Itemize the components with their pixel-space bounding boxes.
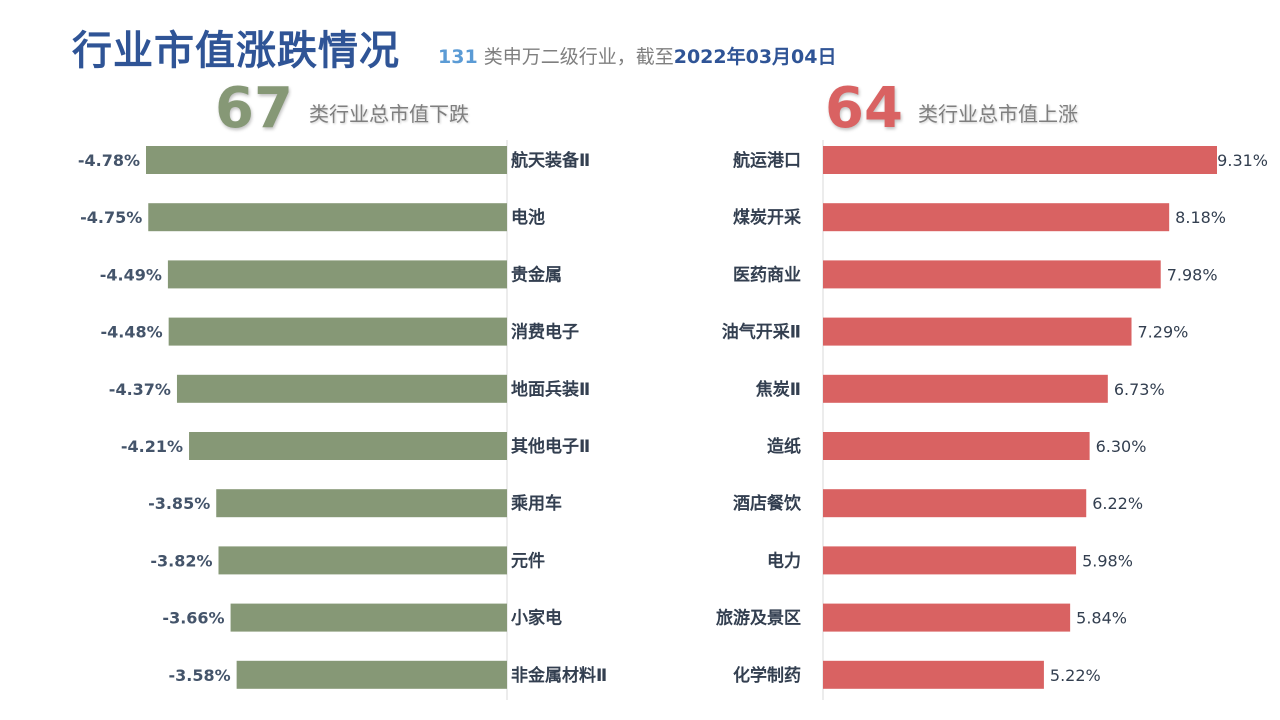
up-value-label: 5.84% [1076, 609, 1127, 628]
down-count-label: 类行业总市值下跌 [309, 102, 469, 126]
down-category-label: 非金属材料Ⅱ [511, 665, 607, 686]
subtitle-date: 2022年03月04日 [673, 46, 837, 68]
down-category-label: 小家电 [511, 608, 562, 629]
down-value-label: -4.78% [78, 151, 140, 170]
up-value-label: 9.31% [1217, 151, 1268, 170]
up-category-label: 医药商业 [733, 264, 801, 285]
down-bar [146, 146, 507, 174]
up-value-label: 7.98% [1167, 265, 1218, 284]
up-category-label: 航运港口 [733, 150, 801, 171]
down-value-label: -3.66% [162, 609, 224, 628]
down-value-label: -3.58% [168, 666, 230, 685]
up-value-label: 6.22% [1092, 494, 1143, 513]
down-bar [216, 489, 508, 518]
down-category-label: 乘用车 [510, 493, 562, 514]
down-category-label: 消费电子 [511, 322, 579, 343]
down-series: -4.78% 航天装备Ⅱ -4.75% 电池 -4.49% 贵金属 -4.48% 消费电子 -4… [78, 146, 607, 689]
up-bar [823, 603, 1071, 632]
page-title: 行业市值涨跌情况 [72, 28, 400, 74]
down-bar [168, 317, 507, 346]
up-category-label: 造纸 [767, 436, 801, 457]
down-bar [167, 260, 507, 289]
up-series: 9.31% 航运港口 8.18% 煤炭开采 7.98% 医药商业 7.29% 油气开采Ⅱ 6.7… [716, 146, 1268, 689]
down-category-label: 贵金属 [511, 264, 562, 285]
up-count: 64 [825, 76, 903, 141]
up-category-label: 电力 [767, 550, 801, 571]
down-bar [176, 374, 508, 403]
up-bar [823, 260, 1161, 289]
down-count: 67 [215, 76, 293, 141]
up-bar [823, 146, 1217, 174]
up-bar [823, 432, 1090, 460]
up-value-label: 8.18% [1175, 208, 1226, 227]
up-category-label: 酒店餐饮 [733, 493, 802, 514]
up-value-label: 6.30% [1096, 437, 1147, 456]
down-bar [189, 432, 508, 460]
down-category-label: 元件 [511, 550, 545, 571]
down-value-label: -4.75% [80, 208, 142, 227]
down-bar [230, 603, 508, 632]
subtitle-text: 类申万二级行业，截至 [483, 46, 674, 68]
up-bar [823, 203, 1170, 232]
down-bar [148, 203, 507, 232]
down-value-label: -3.85% [148, 494, 210, 513]
up-value-label: 5.22% [1050, 666, 1101, 685]
down-value-label: -4.48% [101, 323, 163, 342]
down-category-label: 电池 [511, 207, 545, 228]
down-bar [218, 546, 508, 575]
down-value-label: -4.37% [109, 380, 171, 399]
down-category-label: 其他电子Ⅱ [511, 436, 590, 457]
up-bar [823, 374, 1108, 403]
up-bar [823, 489, 1087, 518]
down-value-label: -3.82% [150, 551, 212, 570]
subtitle-count: 131 [438, 46, 478, 68]
up-category-label: 油气开采Ⅱ [722, 322, 801, 343]
up-bar [823, 317, 1132, 346]
down-bar [236, 660, 507, 689]
up-category-label: 煤炭开采 [733, 207, 801, 228]
subtitle: 131 类申万二级行业，截至2022年03月04日 [438, 42, 837, 69]
up-bar [823, 546, 1077, 575]
up-category-label: 焦炭Ⅱ [755, 379, 801, 400]
down-value-label: -4.49% [100, 265, 162, 284]
up-value-label: 6.73% [1114, 380, 1165, 399]
up-bar [823, 660, 1044, 689]
down-category-label: 航天装备Ⅱ [511, 150, 590, 171]
up-category-label: 化学制药 [733, 665, 801, 686]
down-value-label: -4.21% [121, 437, 183, 456]
up-value-label: 7.29% [1138, 323, 1189, 342]
up-category-label: 旅游及景区 [716, 608, 801, 629]
down-category-label: 地面兵装Ⅱ [511, 379, 590, 400]
up-count-label: 类行业总市值上涨 [918, 102, 1078, 126]
up-value-label: 5.98% [1082, 551, 1133, 570]
